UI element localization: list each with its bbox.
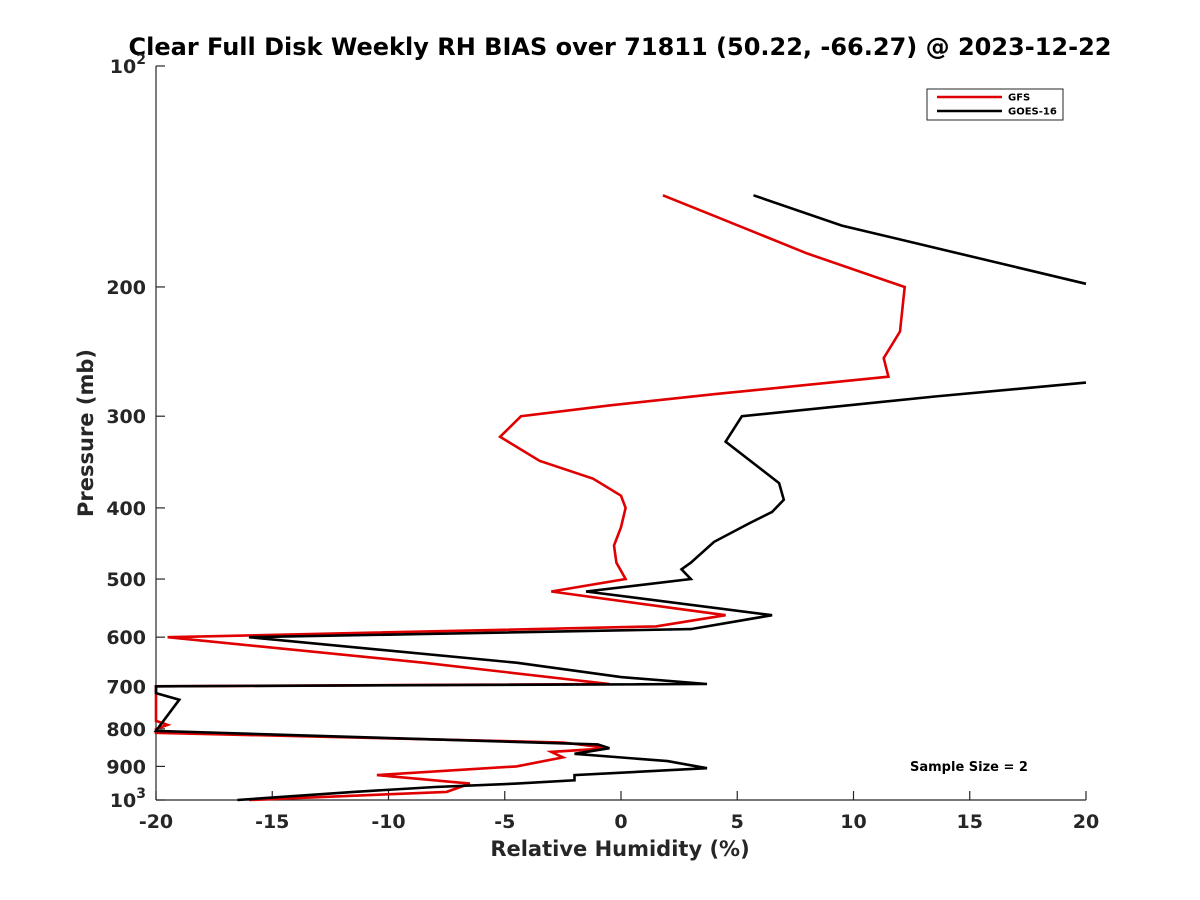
- x-tick-label: 5: [731, 811, 744, 833]
- legend-box: [926, 88, 1064, 121]
- y-tick-label: 300: [106, 406, 146, 428]
- y-axis-ticks: 102 200 300 400 500 600 700 800 900 103: [106, 52, 165, 812]
- chart-title: Clear Full Disk Weekly RH BIAS over 7181…: [129, 33, 1112, 61]
- y-tick-label: 103: [110, 786, 146, 812]
- sample-size-annotation: Sample Size = 2: [910, 760, 1028, 775]
- series-lines: [153, 194, 1087, 802]
- y-axis-label: Pressure (mb): [74, 349, 98, 517]
- y-tick-label: 400: [106, 498, 146, 520]
- x-axis-ticks: -20 -15 -10 -5 0 5 10 15 20: [139, 791, 1099, 833]
- y-tick-label: 700: [106, 676, 146, 698]
- x-tick-label: 0: [614, 811, 627, 833]
- y-tick-label: 800: [106, 719, 146, 741]
- y-tick-label: 900: [106, 756, 146, 778]
- y-tick-label: 200: [106, 277, 146, 299]
- x-tick-label: -20: [139, 811, 173, 833]
- x-tick-label: 20: [1073, 811, 1099, 833]
- x-tick-label: 15: [957, 811, 983, 833]
- y-tick-label: 500: [106, 569, 146, 591]
- series-line-goes-16-upper-segment: [753, 194, 1087, 286]
- y-tick-label: 600: [106, 627, 146, 649]
- legend-label-goes16: GOES-16: [1008, 107, 1057, 118]
- series-line-gfs: [154, 194, 907, 802]
- x-axis-label: Relative Humidity (%): [490, 837, 749, 861]
- x-tick-label: -10: [371, 811, 405, 833]
- x-tick-label: 10: [840, 811, 866, 833]
- legend-label-gfs: GFS: [1008, 93, 1030, 104]
- plot-area: [155, 66, 1086, 801]
- legend: GFS GOES-16: [926, 88, 1064, 121]
- series-line-goes-16: [153, 381, 1087, 802]
- x-tick-label: -5: [494, 811, 515, 833]
- x-tick-label: -15: [255, 811, 289, 833]
- y-tick-label: 102: [110, 52, 146, 78]
